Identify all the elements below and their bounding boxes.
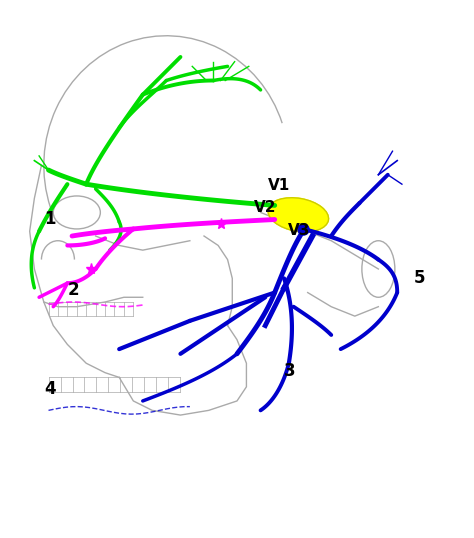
Text: 5: 5 xyxy=(414,269,425,287)
Text: V1: V1 xyxy=(268,178,290,193)
Text: V3: V3 xyxy=(288,223,310,238)
Text: 1: 1 xyxy=(44,210,55,228)
Text: 4: 4 xyxy=(44,380,55,398)
Text: 2: 2 xyxy=(67,281,79,299)
Text: 3: 3 xyxy=(284,363,296,380)
Ellipse shape xyxy=(268,198,328,232)
Text: V2: V2 xyxy=(254,201,276,215)
